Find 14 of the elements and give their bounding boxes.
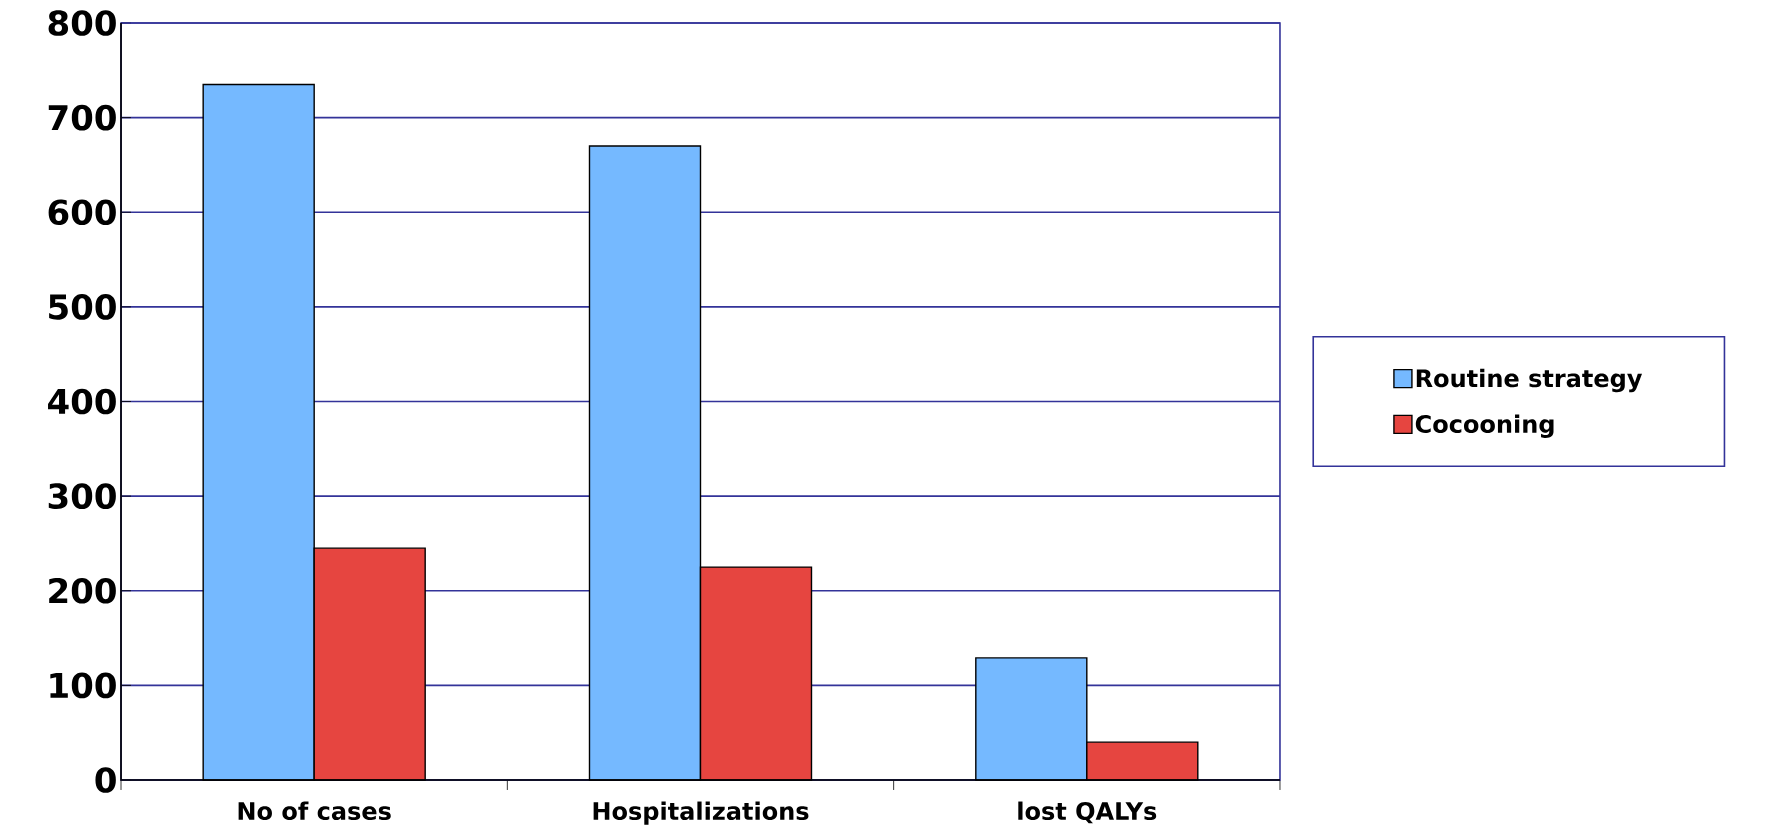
legend-label: Routine strategy xyxy=(1416,368,1643,393)
y-tick-label: 400 xyxy=(48,388,116,415)
y-tick-label: 500 xyxy=(49,294,116,320)
y-tick-label: 300 xyxy=(48,483,116,509)
x-tick-label: Hospitalizations xyxy=(593,801,809,825)
y-tick-label: 700 xyxy=(48,104,116,131)
x-tick-label: lost QALYs xyxy=(1018,801,1157,824)
y-tick-label: 600 xyxy=(48,199,116,226)
y-tick-label: 800 xyxy=(48,10,116,36)
legend-label: Cocooning xyxy=(1415,414,1554,438)
y-tick-label: 100 xyxy=(50,672,116,699)
y-tick-label: 0 xyxy=(95,767,116,793)
y-tick-label: 200 xyxy=(49,577,116,604)
x-tick-label: No of cases xyxy=(238,801,391,821)
